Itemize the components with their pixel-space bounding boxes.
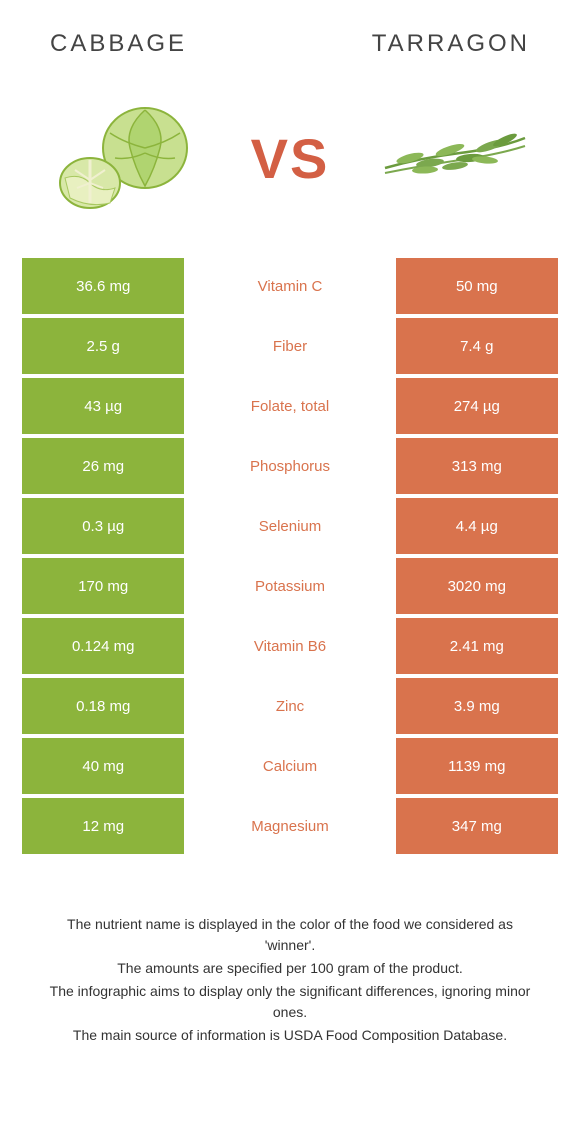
cell-right-value: 50 mg xyxy=(396,258,558,314)
cell-nutrient-label: Selenium xyxy=(184,498,395,554)
cell-nutrient-label: Potassium xyxy=(184,558,395,614)
cell-nutrient-label: Magnesium xyxy=(184,798,395,854)
cell-right-value: 4.4 µg xyxy=(396,498,558,554)
comparison-table: 36.6 mgVitamin C50 mg2.5 gFiber7.4 g43 µ… xyxy=(20,258,560,854)
cell-left-value: 12 mg xyxy=(22,798,184,854)
footer-line-4: The main source of information is USDA F… xyxy=(40,1025,540,1046)
table-row: 0.124 mgVitamin B62.41 mg xyxy=(22,618,558,674)
cabbage-image xyxy=(50,98,200,218)
cell-left-value: 0.18 mg xyxy=(22,678,184,734)
table-row: 43 µgFolate, total274 µg xyxy=(22,378,558,434)
cell-nutrient-label: Folate, total xyxy=(184,378,395,434)
cell-left-value: 26 mg xyxy=(22,438,184,494)
cabbage-icon xyxy=(55,98,195,218)
footer-line-2: The amounts are specified per 100 gram o… xyxy=(40,958,540,979)
cell-left-value: 0.124 mg xyxy=(22,618,184,674)
table-row: 170 mgPotassium3020 mg xyxy=(22,558,558,614)
cell-left-value: 170 mg xyxy=(22,558,184,614)
table-row: 0.3 µgSelenium4.4 µg xyxy=(22,498,558,554)
cell-right-value: 313 mg xyxy=(396,438,558,494)
cell-nutrient-label: Calcium xyxy=(184,738,395,794)
cell-nutrient-label: Vitamin C xyxy=(184,258,395,314)
table-row: 36.6 mgVitamin C50 mg xyxy=(22,258,558,314)
cell-right-value: 347 mg xyxy=(396,798,558,854)
table-row: 26 mgPhosphorus313 mg xyxy=(22,438,558,494)
footer-line-1: The nutrient name is displayed in the co… xyxy=(40,914,540,956)
cell-nutrient-label: Fiber xyxy=(184,318,395,374)
header-right-title: Tarragon xyxy=(372,30,530,58)
table-row: 12 mgMagnesium347 mg xyxy=(22,798,558,854)
tarragon-icon xyxy=(380,118,530,198)
cell-nutrient-label: Vitamin B6 xyxy=(184,618,395,674)
images-row: VS xyxy=(20,98,560,218)
cell-right-value: 7.4 g xyxy=(396,318,558,374)
cell-left-value: 40 mg xyxy=(22,738,184,794)
footer-text: The nutrient name is displayed in the co… xyxy=(20,914,560,1046)
vs-label: VS xyxy=(251,126,330,191)
tarragon-image xyxy=(380,98,530,218)
header-row: Cabbage Tarragon xyxy=(20,30,560,58)
cell-left-value: 36.6 mg xyxy=(22,258,184,314)
header-left-title: Cabbage xyxy=(50,30,187,58)
cell-left-value: 43 µg xyxy=(22,378,184,434)
cell-nutrient-label: Zinc xyxy=(184,678,395,734)
cell-right-value: 3.9 mg xyxy=(396,678,558,734)
footer-line-3: The infographic aims to display only the… xyxy=(40,981,540,1023)
cell-right-value: 1139 mg xyxy=(396,738,558,794)
table-row: 2.5 gFiber7.4 g xyxy=(22,318,558,374)
cell-right-value: 2.41 mg xyxy=(396,618,558,674)
table-row: 40 mgCalcium1139 mg xyxy=(22,738,558,794)
cell-right-value: 3020 mg xyxy=(396,558,558,614)
cell-right-value: 274 µg xyxy=(396,378,558,434)
table-row: 0.18 mgZinc3.9 mg xyxy=(22,678,558,734)
cell-left-value: 0.3 µg xyxy=(22,498,184,554)
cell-nutrient-label: Phosphorus xyxy=(184,438,395,494)
cell-left-value: 2.5 g xyxy=(22,318,184,374)
